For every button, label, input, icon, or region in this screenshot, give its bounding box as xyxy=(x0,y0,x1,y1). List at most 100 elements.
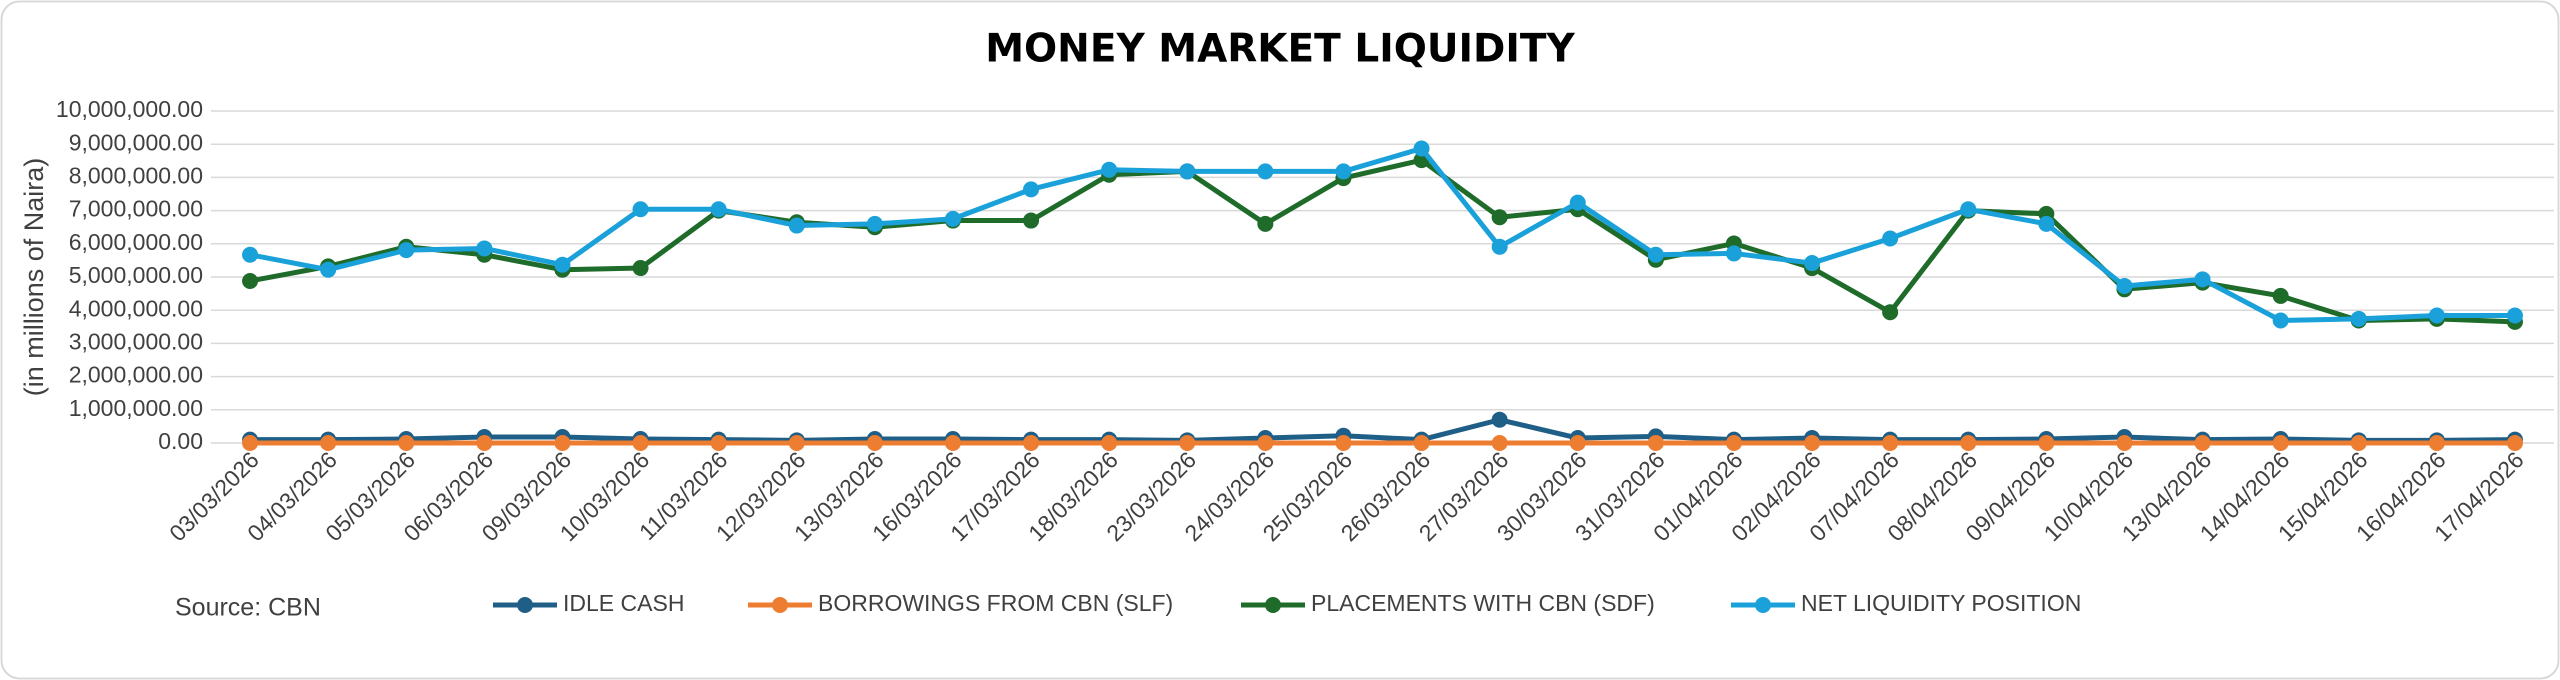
legend-marker xyxy=(517,597,533,613)
chart-title: MONEY MARKET LIQUIDITY xyxy=(985,27,1575,72)
plot-area xyxy=(242,140,2523,451)
data-point xyxy=(1023,181,1040,198)
data-point xyxy=(2506,435,2523,451)
data-point xyxy=(632,201,649,218)
y-tick-label: 9,000,000.00 xyxy=(69,129,203,155)
data-point xyxy=(2506,307,2523,324)
data-point xyxy=(866,215,883,232)
series-line xyxy=(249,157,2516,325)
source-note: Source: CBN xyxy=(175,594,321,622)
data-point xyxy=(944,210,961,227)
data-point xyxy=(1569,435,1586,451)
data-point xyxy=(242,246,259,263)
data-point xyxy=(632,435,649,451)
data-point xyxy=(1491,209,1508,226)
data-point xyxy=(476,435,493,451)
data-point xyxy=(2194,271,2211,288)
legend-item: IDLE CASH xyxy=(493,590,684,616)
data-point xyxy=(2272,287,2289,304)
data-point xyxy=(1257,435,1274,451)
data-point xyxy=(1647,246,1664,263)
data-point xyxy=(1257,163,1274,180)
y-tick-label: 0.00 xyxy=(158,428,203,454)
legend-label: BORROWINGS FROM CBN (SLF) xyxy=(818,590,1173,616)
data-point xyxy=(1804,435,1821,451)
data-point xyxy=(1804,255,1821,272)
legend-marker xyxy=(1265,597,1281,613)
series-line xyxy=(250,417,2515,443)
y-tick-label: 1,000,000.00 xyxy=(69,395,203,421)
data-point xyxy=(2350,435,2367,451)
y-tick-label: 5,000,000.00 xyxy=(69,262,203,288)
data-point xyxy=(1179,435,1196,451)
data-point xyxy=(1179,163,1196,180)
data-point xyxy=(1257,215,1274,232)
data-point xyxy=(1491,411,1508,428)
y-tick-label: 8,000,000.00 xyxy=(69,162,203,188)
data-point xyxy=(2116,435,2133,451)
data-point xyxy=(554,435,571,451)
data-point xyxy=(1569,194,1586,211)
data-point xyxy=(1882,435,1899,451)
legend-marker xyxy=(772,597,788,613)
data-point xyxy=(398,242,415,259)
data-point xyxy=(2428,435,2445,451)
series-line xyxy=(249,146,2515,323)
data-point xyxy=(2116,277,2133,294)
y-tick-label: 4,000,000.00 xyxy=(69,295,203,321)
y-tick-label: 7,000,000.00 xyxy=(69,196,203,222)
legend-item: NET LIQUIDITY POSITION xyxy=(1731,590,2081,616)
legend-label: PLACEMENTS WITH CBN (SDF) xyxy=(1311,590,1655,616)
data-point xyxy=(320,261,337,278)
data-point xyxy=(2038,215,2055,232)
data-point xyxy=(788,217,805,234)
data-point xyxy=(1725,435,1742,451)
data-point xyxy=(2272,312,2289,329)
data-point xyxy=(1725,245,1742,262)
data-point xyxy=(398,435,415,451)
data-point xyxy=(1491,435,1508,451)
data-point xyxy=(710,201,727,218)
data-point xyxy=(1335,163,1352,180)
data-point xyxy=(2272,435,2289,451)
legend-item: BORROWINGS FROM CBN (SLF) xyxy=(748,590,1173,616)
legend-item: PLACEMENTS WITH CBN (SDF) xyxy=(1241,590,1655,616)
data-point xyxy=(1101,161,1118,178)
data-point xyxy=(554,256,571,273)
data-point xyxy=(1101,435,1118,451)
data-point xyxy=(1647,435,1664,451)
data-point xyxy=(866,435,883,451)
data-point xyxy=(1413,435,1430,451)
data-point xyxy=(2038,435,2055,451)
data-point xyxy=(788,435,805,451)
data-point xyxy=(1413,140,1430,157)
y-tick-label: 2,000,000.00 xyxy=(69,362,203,388)
data-point xyxy=(710,435,727,451)
data-point xyxy=(2428,307,2445,324)
legend: IDLE CASH BORROWINGS FROM CBN (SLF) PLACEM… xyxy=(493,590,2081,616)
legend-label: NET LIQUIDITY POSITION xyxy=(1801,590,2081,616)
data-point xyxy=(1960,201,1977,218)
data-point xyxy=(320,435,337,451)
data-point xyxy=(1882,230,1899,247)
data-point xyxy=(476,240,493,257)
data-point xyxy=(632,260,649,277)
data-point xyxy=(1960,435,1977,451)
data-point xyxy=(1882,304,1899,321)
data-point xyxy=(1023,435,1040,451)
data-point xyxy=(2350,310,2367,327)
y-tick-label: 6,000,000.00 xyxy=(69,229,203,255)
data-point xyxy=(1023,212,1040,229)
legend-label: IDLE CASH xyxy=(563,590,684,616)
y-tick-label: 3,000,000.00 xyxy=(69,328,203,354)
y-tick-label: 10,000,000.00 xyxy=(56,96,203,122)
data-point xyxy=(1335,435,1352,451)
legend-marker xyxy=(1755,597,1771,613)
data-point xyxy=(242,272,259,289)
data-point xyxy=(242,435,259,451)
data-point xyxy=(944,435,961,451)
data-point xyxy=(1491,238,1508,255)
